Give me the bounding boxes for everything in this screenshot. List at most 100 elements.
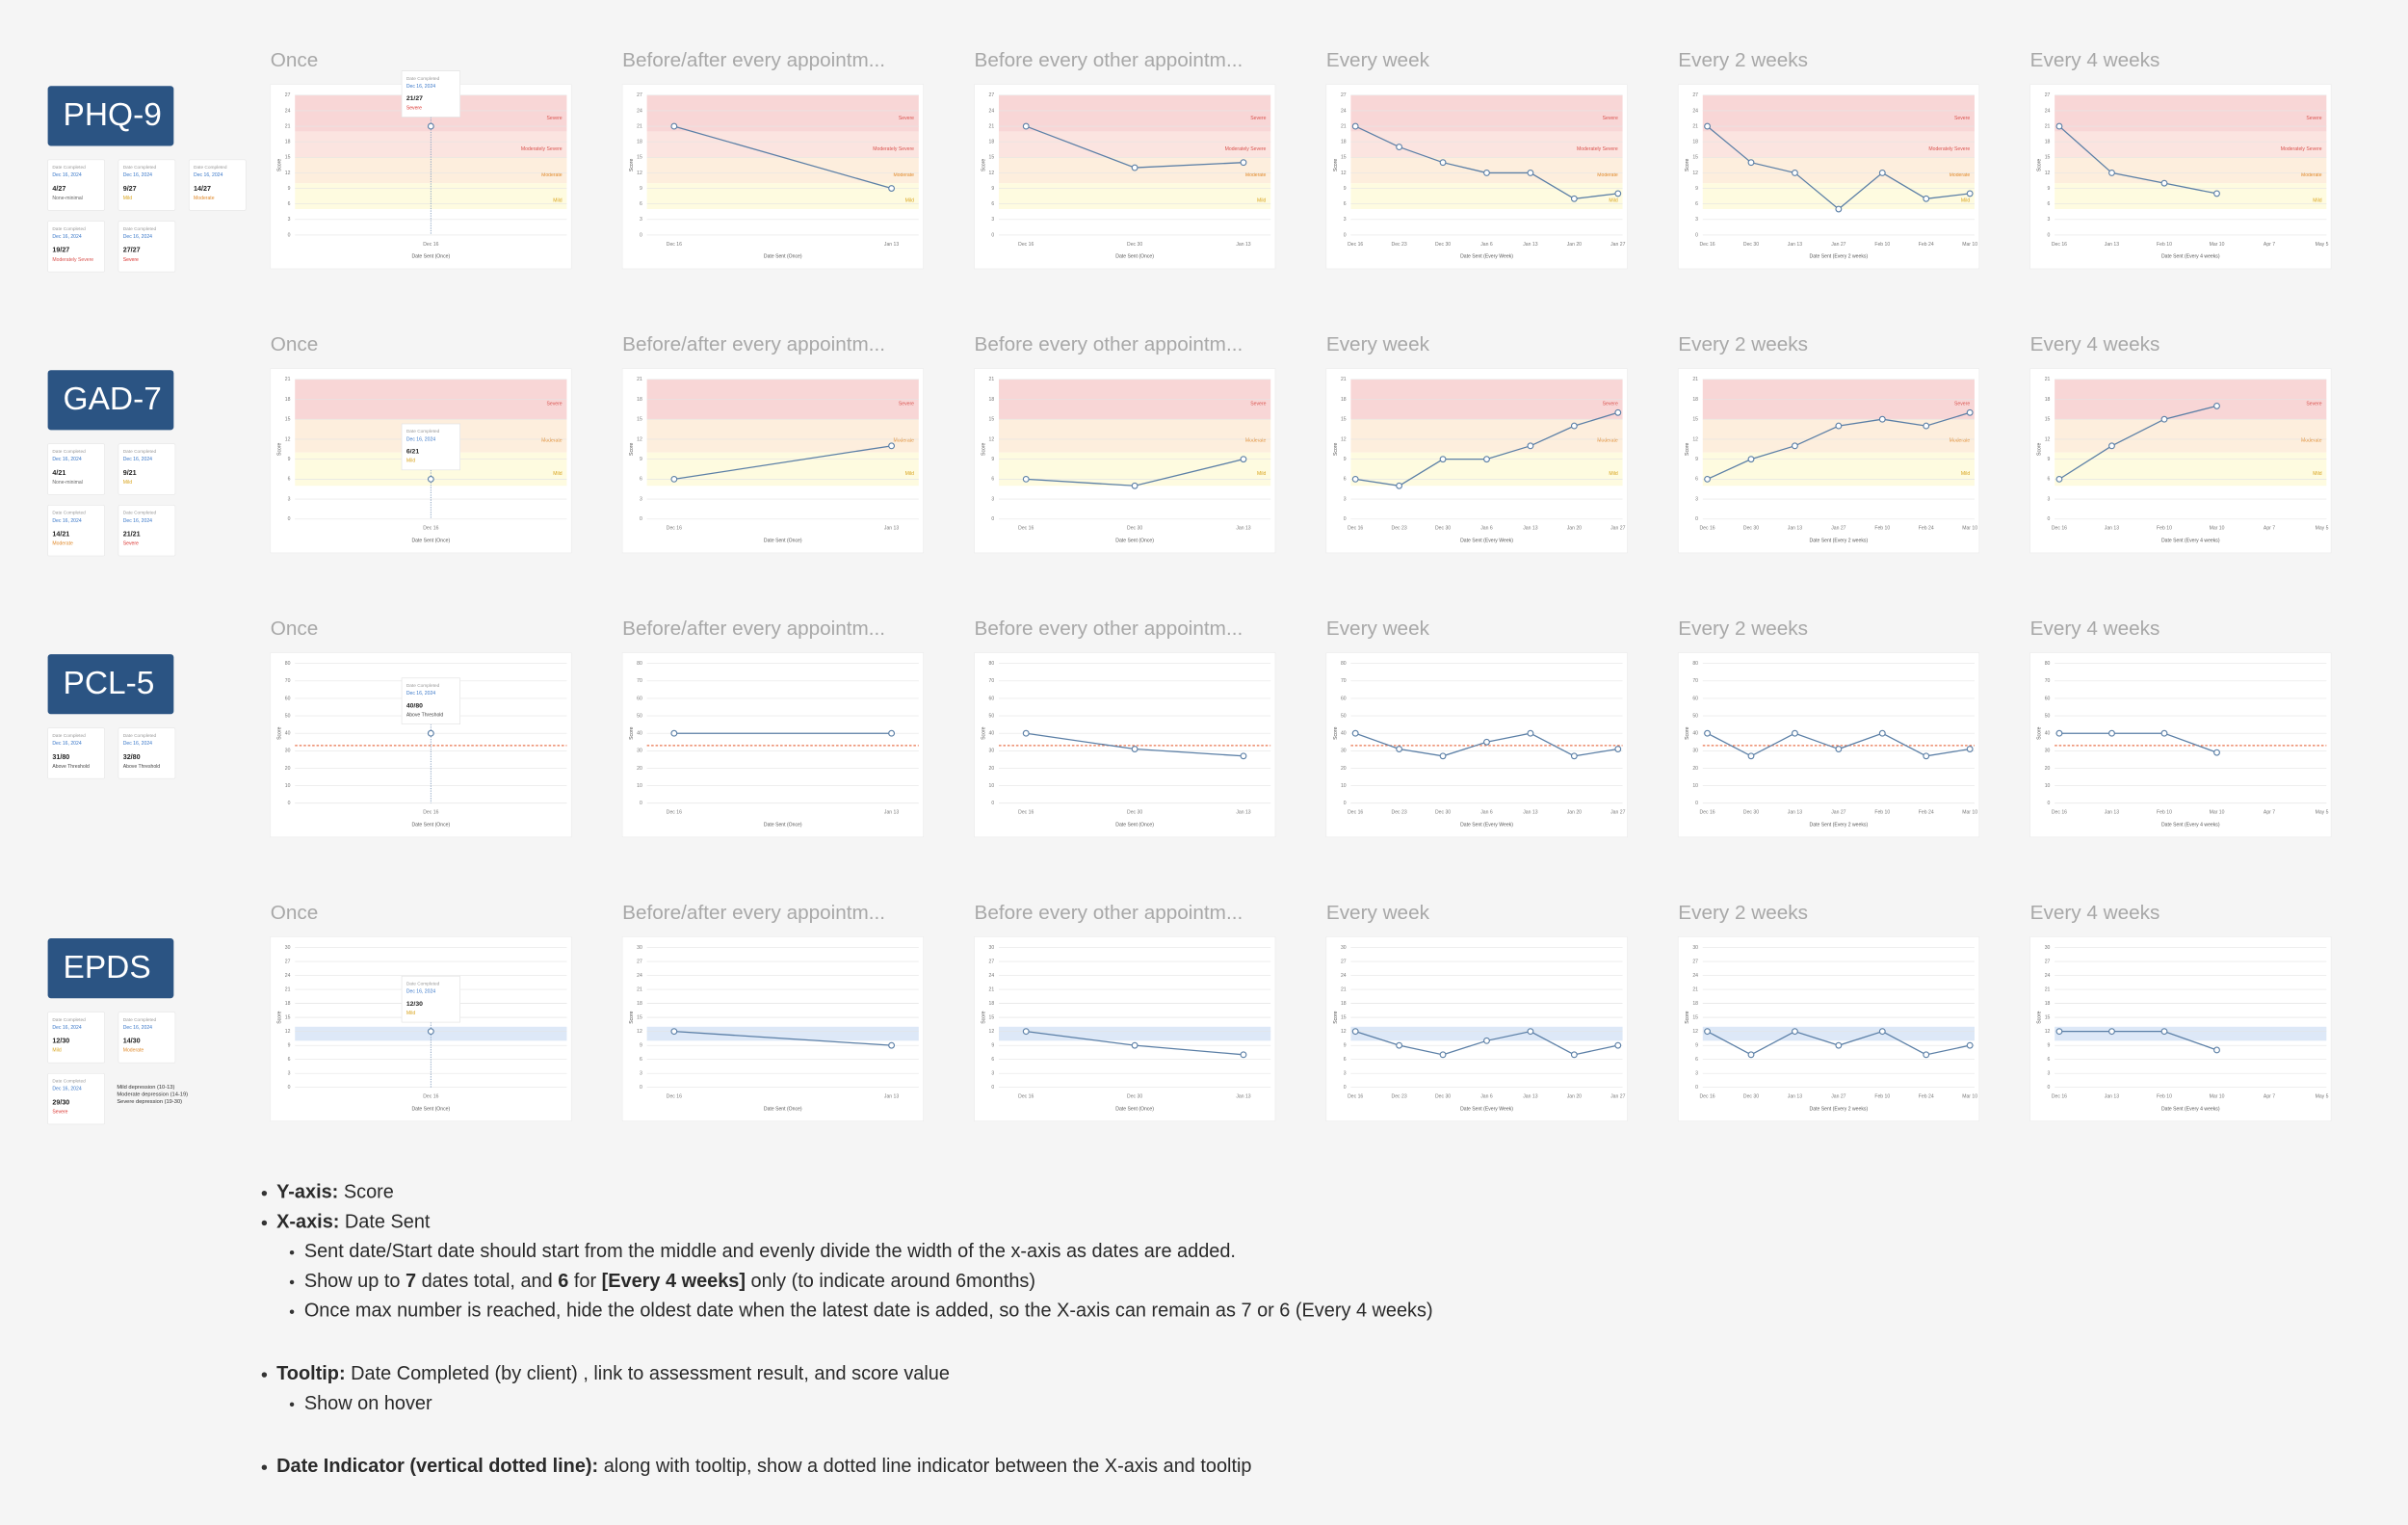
x-tick-label: Dec 16 xyxy=(1018,1094,1034,1100)
score-point xyxy=(1792,729,1798,737)
result-card xyxy=(118,727,176,779)
y-tick-label: 3 xyxy=(2048,217,2051,223)
y-tick-label: 24 xyxy=(285,108,291,114)
card-label: Date Completed xyxy=(194,165,227,171)
chart-title: Every week xyxy=(1326,49,1430,71)
scale-badge xyxy=(47,654,174,715)
x-tick-label: Dec 16 xyxy=(1699,242,1714,248)
y-axis-label: Score xyxy=(1333,442,1339,455)
score-band xyxy=(646,157,919,184)
y-tick-label: 3 xyxy=(991,217,994,223)
y-tick-label: 18 xyxy=(1692,397,1698,403)
score-band xyxy=(646,131,919,158)
card-date: Dec 16, 2024 xyxy=(123,172,152,178)
x-tick-label: Dec 16 xyxy=(1018,810,1034,816)
y-tick-label: 9 xyxy=(1695,186,1698,192)
y-tick-label: 6 xyxy=(1344,477,1347,483)
y-tick-label: 21 xyxy=(1692,377,1698,382)
result-card xyxy=(188,159,247,211)
y-tick-label: 0 xyxy=(991,801,994,806)
y-tick-label: 24 xyxy=(2045,108,2051,114)
band-label: Moderately Severe xyxy=(873,146,914,152)
y-tick-label: 0 xyxy=(640,1085,642,1091)
result-card xyxy=(47,221,105,273)
score-point xyxy=(1923,1051,1930,1059)
score-point xyxy=(1704,1028,1711,1036)
card-status: Moderate xyxy=(194,196,215,201)
x-axis-label: Date Sent (Every Week) xyxy=(1460,1106,1513,1112)
y-tick-label: 10 xyxy=(1692,783,1698,789)
band-label: Moderate xyxy=(1245,172,1267,178)
x-tick-label: Jan 13 xyxy=(1788,810,1802,816)
x-axis-label: Date Sent (Every 4 weeks) xyxy=(2161,822,2220,828)
y-tick-label: 9 xyxy=(1695,1042,1698,1048)
card-score: 31/80 xyxy=(52,753,69,761)
y-tick-label: 9 xyxy=(2048,1042,2051,1048)
band-label: Moderate xyxy=(1597,438,1618,444)
band-label: Moderately Severe xyxy=(2281,146,2322,152)
score-band xyxy=(1350,419,1623,453)
x-tick-label: Jan 13 xyxy=(884,1094,899,1100)
x-tick-label: May 5 xyxy=(2316,526,2329,532)
card-date: Dec 16, 2024 xyxy=(52,457,81,462)
result-card xyxy=(118,221,176,273)
y-tick-label: 18 xyxy=(2045,1001,2051,1007)
y-tick-label: 9 xyxy=(288,1042,291,1048)
score-line xyxy=(673,1031,892,1046)
y-tick-label: 70 xyxy=(2045,678,2051,684)
score-point xyxy=(1614,1041,1622,1049)
score-point xyxy=(1835,746,1843,752)
card-score: 9/27 xyxy=(123,185,137,193)
score-line xyxy=(2058,732,2217,753)
y-tick-label: 9 xyxy=(2048,186,2051,192)
x-tick-label: Dec 30 xyxy=(1435,810,1451,816)
y-tick-label: 0 xyxy=(288,801,291,806)
score-point xyxy=(2160,179,2168,187)
y-tick-label: 9 xyxy=(1344,186,1347,192)
y-tick-label: 30 xyxy=(637,945,642,951)
x-tick-label: Dec 16 xyxy=(1348,1094,1363,1100)
y-tick-label: 12 xyxy=(1341,436,1347,442)
y-tick-label: 30 xyxy=(989,945,995,951)
x-tick-label: Dec 16 xyxy=(1018,526,1034,532)
y-tick-label: 15 xyxy=(285,1014,291,1020)
x-axis-label: Date Sent (Once) xyxy=(764,1106,802,1112)
score-point xyxy=(2055,729,2063,737)
x-tick-label: Jan 27 xyxy=(1610,1094,1625,1100)
band-label: Moderate xyxy=(2301,438,2322,444)
y-tick-label: 0 xyxy=(1344,1085,1347,1091)
y-tick-label: 30 xyxy=(1692,749,1698,754)
y-tick-label: 9 xyxy=(640,1042,642,1048)
score-point xyxy=(1396,482,1403,489)
score-point xyxy=(1878,1028,1886,1036)
chart-title: Every week xyxy=(1326,618,1430,640)
score-point xyxy=(1704,475,1711,483)
x-tick-label: Jan 13 xyxy=(1236,810,1250,816)
y-axis-label: Score xyxy=(277,726,283,739)
y-tick-label: 3 xyxy=(1695,1071,1698,1077)
card-date: Dec 16, 2024 xyxy=(123,234,152,240)
y-tick-label: 3 xyxy=(1344,217,1347,223)
y-tick-label: 0 xyxy=(991,1085,994,1091)
note-part: Date Completed (by client) , link to ass… xyxy=(346,1363,950,1384)
x-tick-label: Jan 13 xyxy=(2105,526,2119,532)
y-tick-label: 18 xyxy=(285,1001,291,1007)
chart-title: Once xyxy=(271,333,319,355)
y-tick-label: 21 xyxy=(1692,986,1698,992)
x-tick-label: Feb 10 xyxy=(1874,242,1890,248)
band-label: Severe xyxy=(2306,402,2321,408)
scale-name: EPDS xyxy=(64,950,151,986)
y-tick-label: 15 xyxy=(2045,1014,2051,1020)
card-status: Severe xyxy=(52,1110,67,1116)
y-tick-label: 15 xyxy=(1341,155,1347,161)
score-point xyxy=(1614,190,1622,197)
band-label: Severe xyxy=(547,402,563,408)
y-tick-label: 21 xyxy=(285,986,291,992)
x-tick-label: Mar 10 xyxy=(2210,526,2225,532)
x-axis-label: Date Sent (Every 2 weeks) xyxy=(1810,254,1869,260)
y-tick-label: 24 xyxy=(989,108,995,114)
y-tick-label: 9 xyxy=(640,186,642,192)
y-tick-label: 3 xyxy=(1695,496,1698,502)
y-tick-label: 0 xyxy=(1695,232,1698,238)
note-part: along with tooltip, show a dotted line i… xyxy=(598,1456,1251,1477)
